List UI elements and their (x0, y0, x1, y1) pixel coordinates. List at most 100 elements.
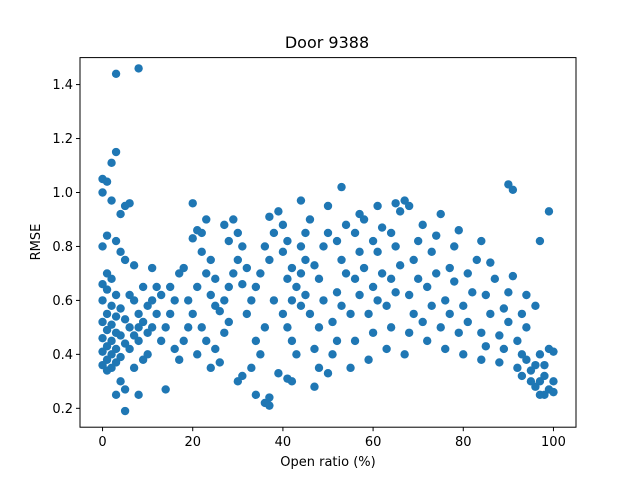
data-point (296, 269, 306, 278)
data-point (495, 331, 504, 340)
data-point (215, 306, 224, 316)
data-point (508, 271, 518, 281)
data-point (265, 212, 274, 221)
data-point (147, 263, 157, 273)
x-tick-label: 20 (184, 435, 201, 450)
data-point (251, 282, 261, 292)
x-tick-label: 80 (455, 435, 472, 450)
data-point (102, 366, 112, 375)
data-point (522, 355, 531, 364)
data-point (120, 385, 130, 394)
data-point (111, 312, 121, 321)
data-point (310, 261, 319, 270)
data-point (206, 290, 215, 300)
data-point (328, 317, 337, 327)
data-point (125, 199, 134, 208)
data-point (441, 296, 450, 305)
data-point (427, 301, 436, 310)
data-point (98, 188, 107, 197)
data-point (260, 242, 270, 251)
data-point (332, 336, 342, 346)
data-point (242, 263, 252, 273)
data-point (535, 236, 545, 246)
data-point (107, 196, 116, 205)
data-point (116, 304, 125, 313)
data-point (395, 207, 405, 216)
data-point (517, 371, 527, 381)
data-point (445, 263, 454, 273)
y-axis: 0.2 0.4 0.6 0.8 1.0 1.2 1.4 (52, 78, 80, 417)
data-point (134, 323, 143, 332)
data-point (432, 231, 441, 240)
data-point (549, 347, 558, 356)
data-point (156, 336, 166, 346)
data-point (337, 255, 346, 265)
data-point (292, 350, 301, 359)
data-point (305, 215, 315, 224)
data-point (377, 223, 387, 232)
x-axis-label: Open ratio (%) (280, 455, 375, 470)
data-point (377, 269, 387, 278)
data-point (486, 309, 495, 319)
data-point (450, 242, 459, 251)
data-point (427, 247, 436, 257)
y-tick-label: 0.6 (52, 294, 73, 309)
data-point (413, 236, 423, 246)
data-point (549, 377, 558, 386)
data-point (441, 344, 450, 354)
data-point (116, 331, 125, 340)
data-point (535, 350, 545, 359)
data-point (211, 274, 220, 284)
data-point (404, 201, 414, 211)
data-point (170, 296, 179, 305)
data-point (332, 236, 342, 246)
data-point (111, 390, 121, 400)
data-point (161, 323, 170, 332)
data-point (179, 263, 188, 273)
data-point (283, 323, 292, 332)
data-point (202, 215, 211, 224)
data-point (350, 274, 360, 284)
data-point (368, 282, 378, 292)
data-point (107, 301, 116, 310)
x-tick-label: 0 (98, 435, 106, 450)
data-point (350, 336, 360, 346)
data-point (111, 236, 121, 246)
data-point (296, 242, 306, 251)
data-point (170, 344, 179, 354)
data-point (292, 282, 301, 292)
data-point (486, 258, 495, 267)
y-tick-label: 0.4 (52, 348, 73, 363)
data-point (229, 269, 238, 278)
data-point (368, 236, 378, 246)
data-point (138, 282, 148, 292)
data-point (341, 220, 351, 230)
data-point (409, 255, 418, 265)
data-point (463, 317, 472, 327)
data-point (296, 301, 306, 310)
data-point (513, 336, 522, 346)
data-point (423, 336, 432, 346)
data-point (116, 209, 125, 219)
data-point (382, 344, 391, 354)
data-point (206, 363, 215, 373)
data-point (337, 182, 346, 192)
data-point (287, 336, 297, 346)
data-point (319, 242, 328, 251)
data-point (337, 301, 346, 310)
data-point (247, 296, 256, 305)
data-point (129, 331, 139, 340)
x-tick-label: 60 (365, 435, 382, 450)
data-point (531, 301, 540, 310)
data-point (120, 406, 130, 416)
data-point (544, 207, 554, 216)
data-point (197, 323, 206, 332)
data-point (310, 344, 319, 354)
data-point (391, 288, 400, 297)
data-point (98, 347, 107, 356)
data-point (224, 282, 233, 292)
data-point (161, 385, 170, 394)
data-point (522, 290, 531, 300)
data-point (468, 288, 477, 297)
